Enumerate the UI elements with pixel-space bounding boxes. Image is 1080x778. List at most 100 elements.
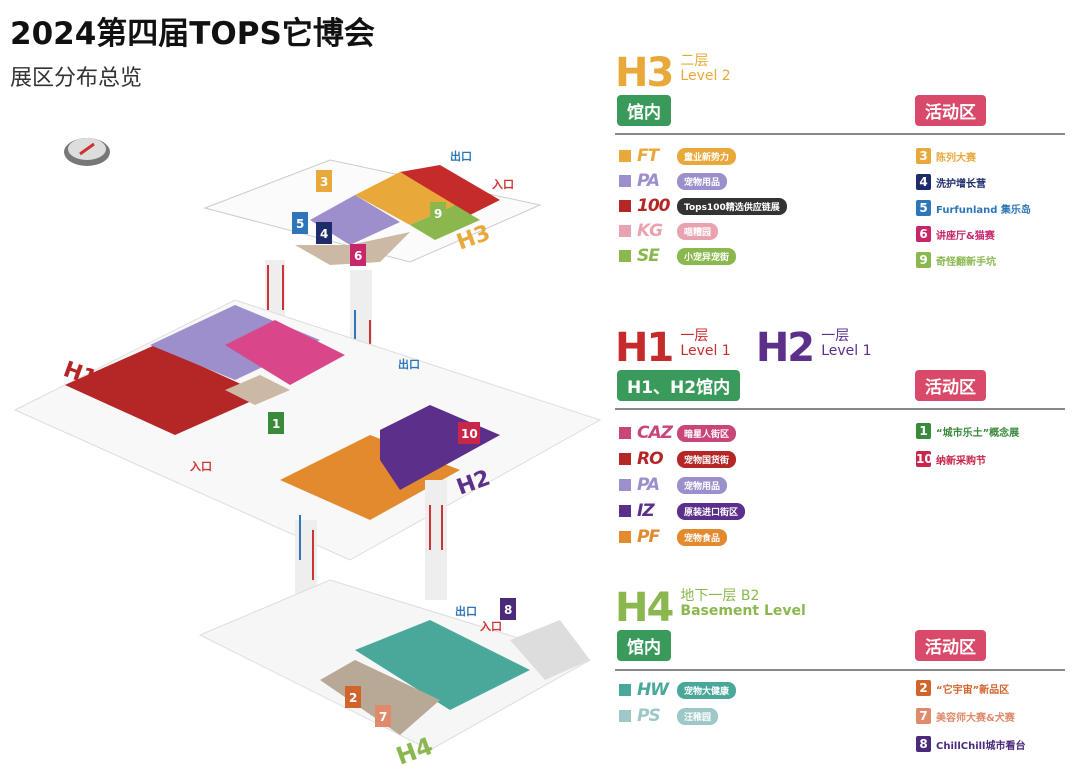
h4-zone-teal: [355, 620, 530, 710]
zone-label: 宠物用品: [677, 476, 728, 494]
page-subtitle: 展区分布总览: [10, 66, 143, 91]
legend-item: IZ 原装进口街区: [619, 501, 746, 521]
zone-label: 小宠异宠街: [677, 247, 737, 265]
legend-item: PF 宠物食品: [619, 527, 745, 547]
h3-item-list: FT 童业新势力 PA 宠物用品 100 Tops100精选供应链展 KG 喵糟园 SE 小宠异宠…: [619, 146, 787, 266]
pin-icon: 6: [916, 226, 931, 242]
h4-header: H4 地下一层 B2 Basement Level: [615, 585, 806, 631]
zone-label: 喵糟园: [677, 222, 719, 240]
legend-item: SE 小宠异宠街: [619, 246, 787, 266]
zone-logo: PF: [637, 527, 660, 547]
zone-label: 宠物用品: [677, 172, 728, 190]
h4-level: Basement Level: [680, 603, 806, 619]
h3-level: Level 2: [680, 68, 731, 84]
svg-text:10: 10: [461, 427, 478, 441]
zone-label: 宠物食品: [677, 528, 728, 546]
activity-item: 10 纳新采购节: [916, 450, 1019, 468]
activity-item: 1 “城市乐土”概念展: [916, 422, 1019, 440]
svg-text:1: 1: [272, 417, 280, 431]
zone-logo: SE: [637, 246, 660, 266]
h12-activity-list: 1 “城市乐土”概念展 10 纳新采购节: [916, 422, 1019, 468]
color-swatch: [619, 479, 631, 491]
h1-floor: 一层: [680, 328, 709, 344]
zone-logo: KG: [637, 221, 663, 241]
zone-label: 宠物国货街: [677, 450, 737, 468]
h3-zone-purple: [310, 195, 400, 245]
color-swatch: [619, 200, 631, 212]
legend-item: HW 宠物大健康: [619, 680, 737, 700]
color-swatch: [619, 531, 631, 543]
activity-item: 4 洗护增长营: [916, 173, 1031, 191]
zone-logo: 100: [637, 196, 671, 216]
activity-item: 6 讲座厅&猫赛: [916, 225, 1031, 243]
legend-item: CAZ 暗星人街区: [619, 423, 745, 443]
zone-label: 汪稚园: [677, 707, 719, 725]
zone-logo: PA: [637, 475, 660, 495]
activity-label: 洗护增长营: [936, 178, 986, 190]
activity-label: 纳新采购节: [936, 455, 986, 467]
h1-zone-tan: [225, 375, 290, 405]
h4-code: H4: [615, 585, 674, 631]
zone-logo: HW: [637, 680, 669, 700]
color-swatch: [619, 453, 631, 465]
activity-label: ChillChill城市看台: [936, 740, 1026, 752]
floor-map: H3 H1 H2 H4 3 5 4 6 9 1 10 8 2 7 出口 入口 出…: [13, 138, 602, 771]
h2-floor: 一层: [821, 328, 850, 344]
page-title: 2024第四届TOPS它博会: [10, 16, 375, 52]
color-swatch: [619, 225, 631, 237]
svg-text:3: 3: [320, 175, 328, 189]
activity-label: “城市乐土”概念展: [936, 427, 1020, 439]
h3-floor: 二层: [680, 53, 709, 69]
map-entry-label-3: 入口: [480, 620, 502, 633]
h4-activity-pill: 活动区: [915, 630, 986, 661]
h4-floor: 地下一层 B2: [680, 588, 760, 604]
pin-icon: 5: [916, 200, 931, 216]
svg-text:5: 5: [296, 217, 304, 231]
activity-item: 7 美容师大赛&犬赛: [916, 707, 1025, 725]
legend-item: FT 童业新势力: [619, 146, 787, 166]
pin-icon: 9: [916, 252, 931, 268]
legend-item: KG 喵糟园: [619, 221, 787, 241]
legend-item: PA 宠物用品: [619, 171, 787, 191]
h4-item-list: HW 宠物大健康 PS 汪稚园: [619, 680, 737, 726]
h1-level: Level 1: [680, 343, 731, 359]
h2-level: Level 1: [821, 343, 872, 359]
svg-text:4: 4: [320, 227, 328, 241]
h12-activity-pill: 活动区: [915, 370, 986, 401]
h3-inside-pill: 馆内: [617, 95, 671, 126]
legend-item: PS 汪稚园: [619, 706, 736, 726]
h12-item-list: CAZ 暗星人街区 RO 宠物国货街 PA 宠物用品 IZ 原装进口街区 PF 宠物食品: [619, 423, 746, 547]
svg-text:9: 9: [434, 207, 442, 221]
zone-label: Tops100精选供应链展: [677, 197, 787, 215]
pin-icon: 1: [916, 423, 931, 439]
activity-label: 美容师大赛&犬赛: [936, 712, 1015, 724]
activity-item: 2 “它宇宙”新品区: [916, 679, 1025, 697]
color-swatch: [619, 150, 631, 162]
svg-text:7: 7: [379, 710, 387, 724]
pin-icon: 7: [916, 708, 931, 724]
zone-label: 暗星人街区: [677, 424, 737, 442]
map-exit-label-3: 出口: [455, 604, 477, 618]
map-exit-label: 出口: [450, 149, 472, 163]
legend-item: PA 宠物用品: [619, 475, 745, 495]
color-swatch: [619, 684, 631, 696]
pin-icon: 2: [916, 680, 931, 696]
activity-label: 奇怪翻新手坑: [936, 256, 996, 268]
color-swatch: [619, 175, 631, 187]
h1-zone-pink: [225, 320, 345, 385]
zone-logo: IZ: [637, 501, 655, 521]
activity-item: 3 陈列大赛: [916, 147, 1031, 165]
h4-inside-pill: 馆内: [617, 630, 671, 661]
activity-label: Furfunland 集乐岛: [936, 204, 1031, 216]
compass-icon: [64, 138, 110, 166]
h1-zone-red: [65, 345, 265, 435]
h3-activity-pill: 活动区: [915, 95, 986, 126]
divider: [615, 408, 1065, 410]
legend-item: 100 Tops100精选供应链展: [619, 196, 787, 216]
activity-label: 讲座厅&猫赛: [936, 230, 995, 242]
h12-inside-pill: H1、H2馆内: [617, 370, 741, 401]
map-entry-label: 入口: [492, 178, 514, 191]
h3-code: H3: [615, 50, 674, 96]
activity-label: 陈列大赛: [936, 152, 976, 164]
pin-icon: 10: [916, 451, 933, 467]
